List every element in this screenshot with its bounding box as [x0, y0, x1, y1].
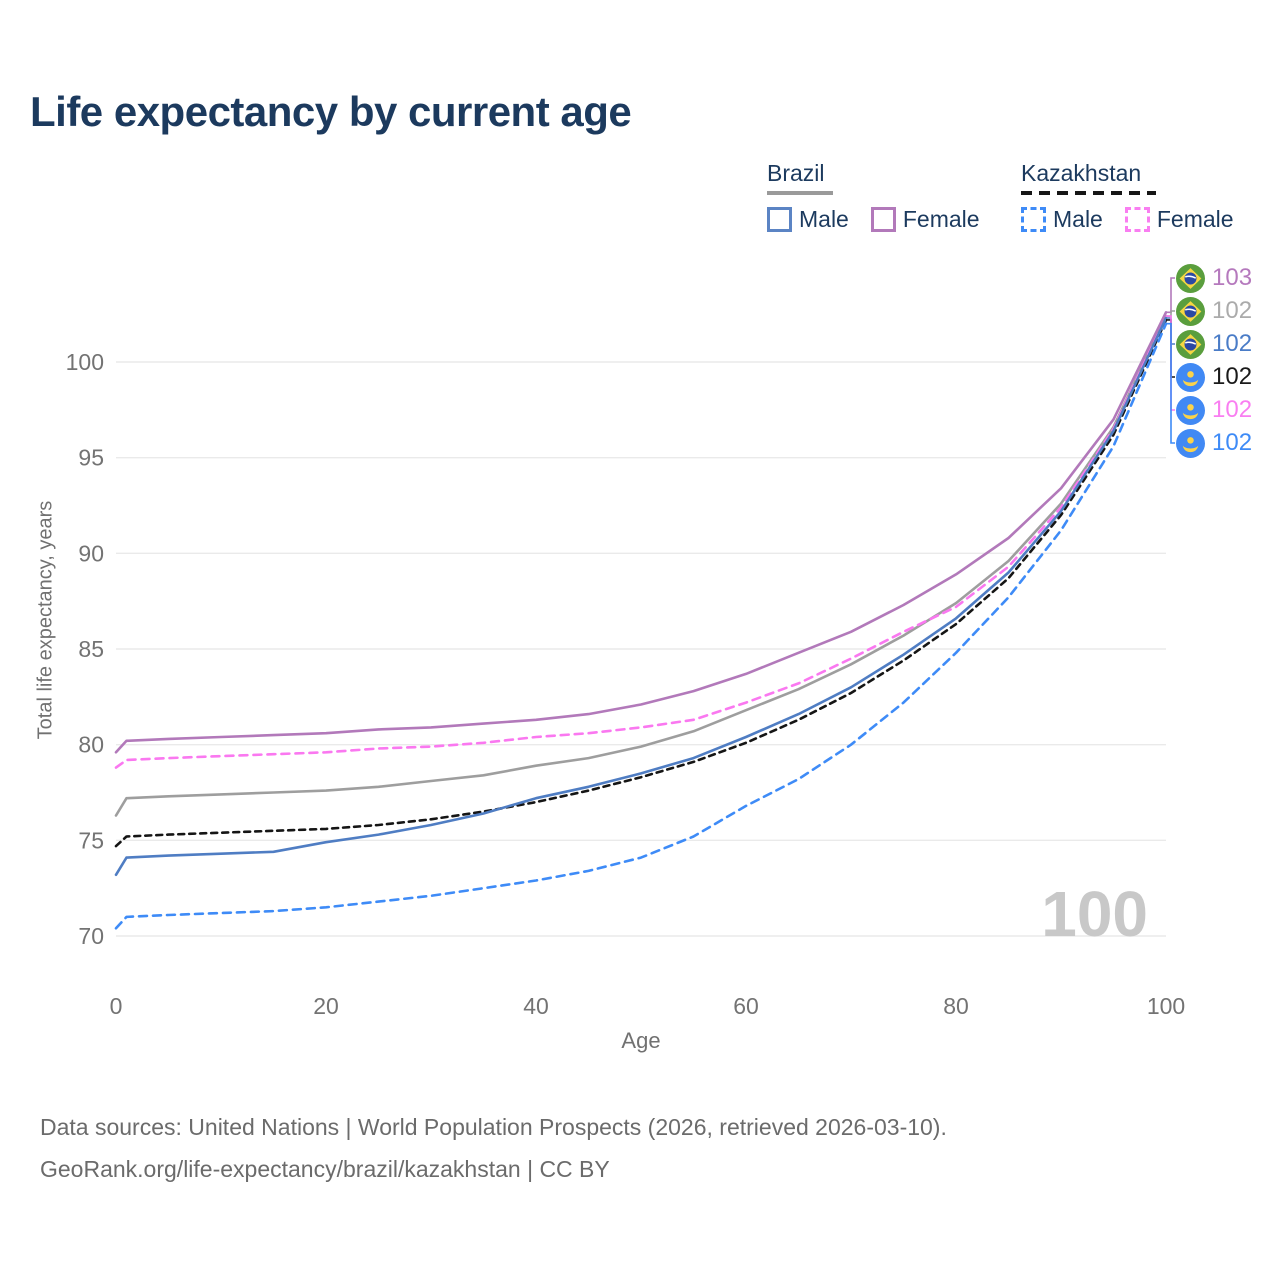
x-tick-label: 0 [110, 993, 123, 1019]
kazakhstan-female-checkbox[interactable] [1124, 207, 1150, 232]
brazil-flag-icon [1176, 263, 1205, 293]
end-value-kazakhstan-total: 102 [1212, 363, 1253, 390]
end-value-label-row: 103 [1176, 263, 1252, 293]
series-line-kazakhstan-male[interactable] [114, 322, 1168, 930]
brazil-female-checkbox[interactable] [870, 207, 896, 232]
end-value-label-row: 102 [1176, 428, 1252, 458]
y-tick-label: 85 [78, 636, 104, 662]
x-tick-label: 60 [733, 993, 759, 1019]
y-tick-label: 95 [78, 445, 104, 471]
end-value-label-row: 102 [1176, 329, 1252, 359]
end-value-brazil-total: 102 [1212, 297, 1253, 324]
legend-label-brazil-male: Male [799, 206, 849, 232]
kazakhstan-flag-icon [1176, 428, 1205, 458]
kazakhstan-flag-icon [1176, 362, 1205, 392]
legend-toggle-brazil-male[interactable]: Male [767, 206, 849, 233]
y-tick-label: 75 [78, 827, 104, 853]
end-value-brazil-male: 102 [1212, 330, 1253, 357]
page-title: Life expectancy by current age [30, 88, 632, 135]
legend-label-kazakhstan-male: Male [1053, 206, 1103, 232]
legend-group-brazil: Brazil Male Female [767, 160, 980, 233]
data-sources-line: Data sources: United Nations | World Pop… [40, 1114, 947, 1140]
end-value-brazil-female: 103 [1212, 264, 1253, 291]
kazakhstan-male-checkbox[interactable] [1021, 207, 1046, 232]
x-tick-label: 20 [313, 993, 339, 1019]
y-tick-label: 90 [78, 540, 104, 566]
series-line-kazakhstan-both[interactable] [114, 318, 1168, 848]
attribution-line: GeoRank.org/life-expectancy/brazil/kazak… [40, 1156, 610, 1182]
data-sources-footer: Data sources: United Nations | World Pop… [40, 1106, 947, 1190]
series-line-brazil-male[interactable] [114, 316, 1168, 877]
brazil-male-checkbox[interactable] [767, 207, 792, 232]
brazil-flag-icon [1176, 296, 1205, 326]
legend-toggle-brazil-female[interactable]: Female [870, 206, 980, 233]
y-axis-title: Total life expectancy, years [34, 500, 57, 740]
end-value-kazakhstan-female: 102 [1212, 396, 1253, 423]
kazakhstan-line-style-swatch [1021, 191, 1156, 195]
y-tick-label: 80 [78, 732, 104, 758]
end-value-label-row: 102 [1176, 395, 1252, 425]
x-tick-label: 80 [943, 993, 969, 1019]
legend-country-kazakhstan: Kazakhstan [1021, 160, 1142, 186]
hover-age-watermark: 100 [1041, 878, 1148, 950]
end-label-connector [1166, 322, 1175, 444]
end-label-connector [1166, 277, 1175, 314]
legend-label-brazil-female: Female [902, 206, 980, 232]
legend-toggle-kazakhstan-female[interactable]: Female [1124, 206, 1234, 233]
end-value-label-row: 102 [1176, 296, 1252, 326]
end-value-kazakhstan-male: 102 [1212, 429, 1253, 456]
end-value-label-row: 102 [1176, 362, 1252, 392]
legend-country-brazil: Brazil [767, 160, 825, 186]
legend-group-kazakhstan: Kazakhstan Male Female [1021, 160, 1234, 233]
x-tick-label: 40 [523, 993, 549, 1019]
x-tick-label: 100 [1147, 993, 1185, 1019]
series-line-brazil-both[interactable] [114, 314, 1168, 817]
x-axis-title: Age [621, 1028, 661, 1053]
brazil-flag-icon [1176, 329, 1205, 359]
series-line-brazil-female[interactable] [114, 310, 1168, 754]
y-tick-label: 70 [78, 923, 104, 949]
legend-toggle-kazakhstan-male[interactable]: Male [1021, 206, 1103, 233]
series-line-kazakhstan-female[interactable] [114, 314, 1168, 769]
brazil-line-style-swatch [767, 191, 833, 195]
legend-label-kazakhstan-female: Female [1156, 206, 1234, 232]
kazakhstan-flag-icon [1176, 395, 1205, 425]
y-tick-label: 100 [66, 349, 104, 375]
